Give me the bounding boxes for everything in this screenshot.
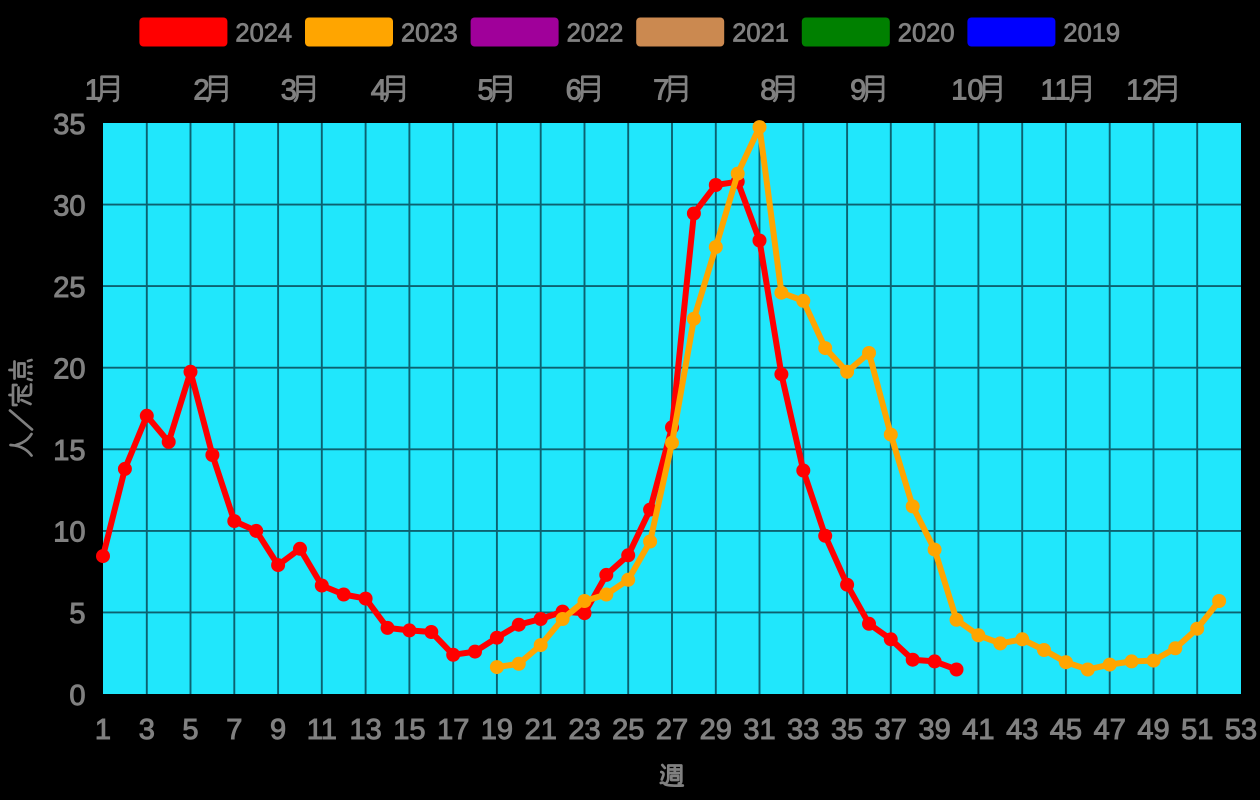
svg-text:10: 10 — [53, 517, 85, 549]
svg-text:20: 20 — [53, 354, 85, 386]
svg-text:2024: 2024 — [235, 20, 292, 48]
svg-text:47: 47 — [1094, 714, 1126, 746]
svg-text:25: 25 — [53, 272, 85, 304]
svg-text:25: 25 — [612, 714, 644, 746]
svg-text:53: 53 — [1225, 714, 1257, 746]
svg-text:8: 8 — [760, 75, 776, 107]
svg-text:35: 35 — [831, 714, 863, 746]
svg-text:2023: 2023 — [401, 20, 458, 48]
svg-text:12: 12 — [1126, 75, 1158, 107]
svg-text:2022: 2022 — [567, 20, 624, 48]
svg-text:19: 19 — [481, 714, 513, 746]
svg-text:5: 5 — [69, 598, 85, 630]
svg-text:11: 11 — [307, 714, 337, 746]
svg-text:15: 15 — [53, 435, 85, 467]
svg-text:5: 5 — [182, 714, 198, 746]
svg-text:21: 21 — [525, 714, 557, 746]
svg-text:2020: 2020 — [898, 20, 955, 48]
svg-text:41: 41 — [962, 714, 994, 746]
svg-text:7: 7 — [226, 714, 242, 746]
svg-text:9: 9 — [270, 714, 286, 746]
svg-text:45: 45 — [1050, 714, 1082, 746]
svg-text:13: 13 — [349, 714, 381, 746]
svg-text:43: 43 — [1006, 714, 1038, 746]
svg-text:2021: 2021 — [732, 20, 789, 48]
svg-text:33: 33 — [787, 714, 819, 746]
svg-text:2: 2 — [193, 75, 209, 107]
svg-text:39: 39 — [918, 714, 950, 746]
svg-text:2019: 2019 — [1063, 20, 1120, 48]
svg-text:4: 4 — [371, 75, 387, 107]
svg-text:9: 9 — [850, 75, 866, 107]
svg-text:3: 3 — [139, 714, 155, 746]
svg-text:5: 5 — [478, 75, 494, 107]
svg-text:10: 10 — [951, 75, 983, 107]
svg-text:29: 29 — [700, 714, 732, 746]
svg-text:31: 31 — [743, 714, 775, 746]
svg-text:3: 3 — [281, 75, 297, 107]
svg-text:35: 35 — [53, 109, 85, 141]
svg-text:30: 30 — [53, 190, 85, 222]
svg-text:11: 11 — [1041, 75, 1071, 107]
svg-text:37: 37 — [875, 714, 907, 746]
svg-text:49: 49 — [1137, 714, 1169, 746]
svg-text:0: 0 — [69, 680, 85, 712]
svg-text:51: 51 — [1181, 714, 1213, 746]
svg-text:23: 23 — [568, 714, 600, 746]
svg-text:27: 27 — [656, 714, 688, 746]
svg-text:17: 17 — [437, 714, 469, 746]
svg-text:1: 1 — [85, 75, 101, 107]
svg-text:1: 1 — [95, 714, 111, 746]
svg-text:7: 7 — [653, 75, 669, 107]
svg-text:6: 6 — [566, 75, 582, 107]
svg-text:15: 15 — [393, 714, 425, 746]
